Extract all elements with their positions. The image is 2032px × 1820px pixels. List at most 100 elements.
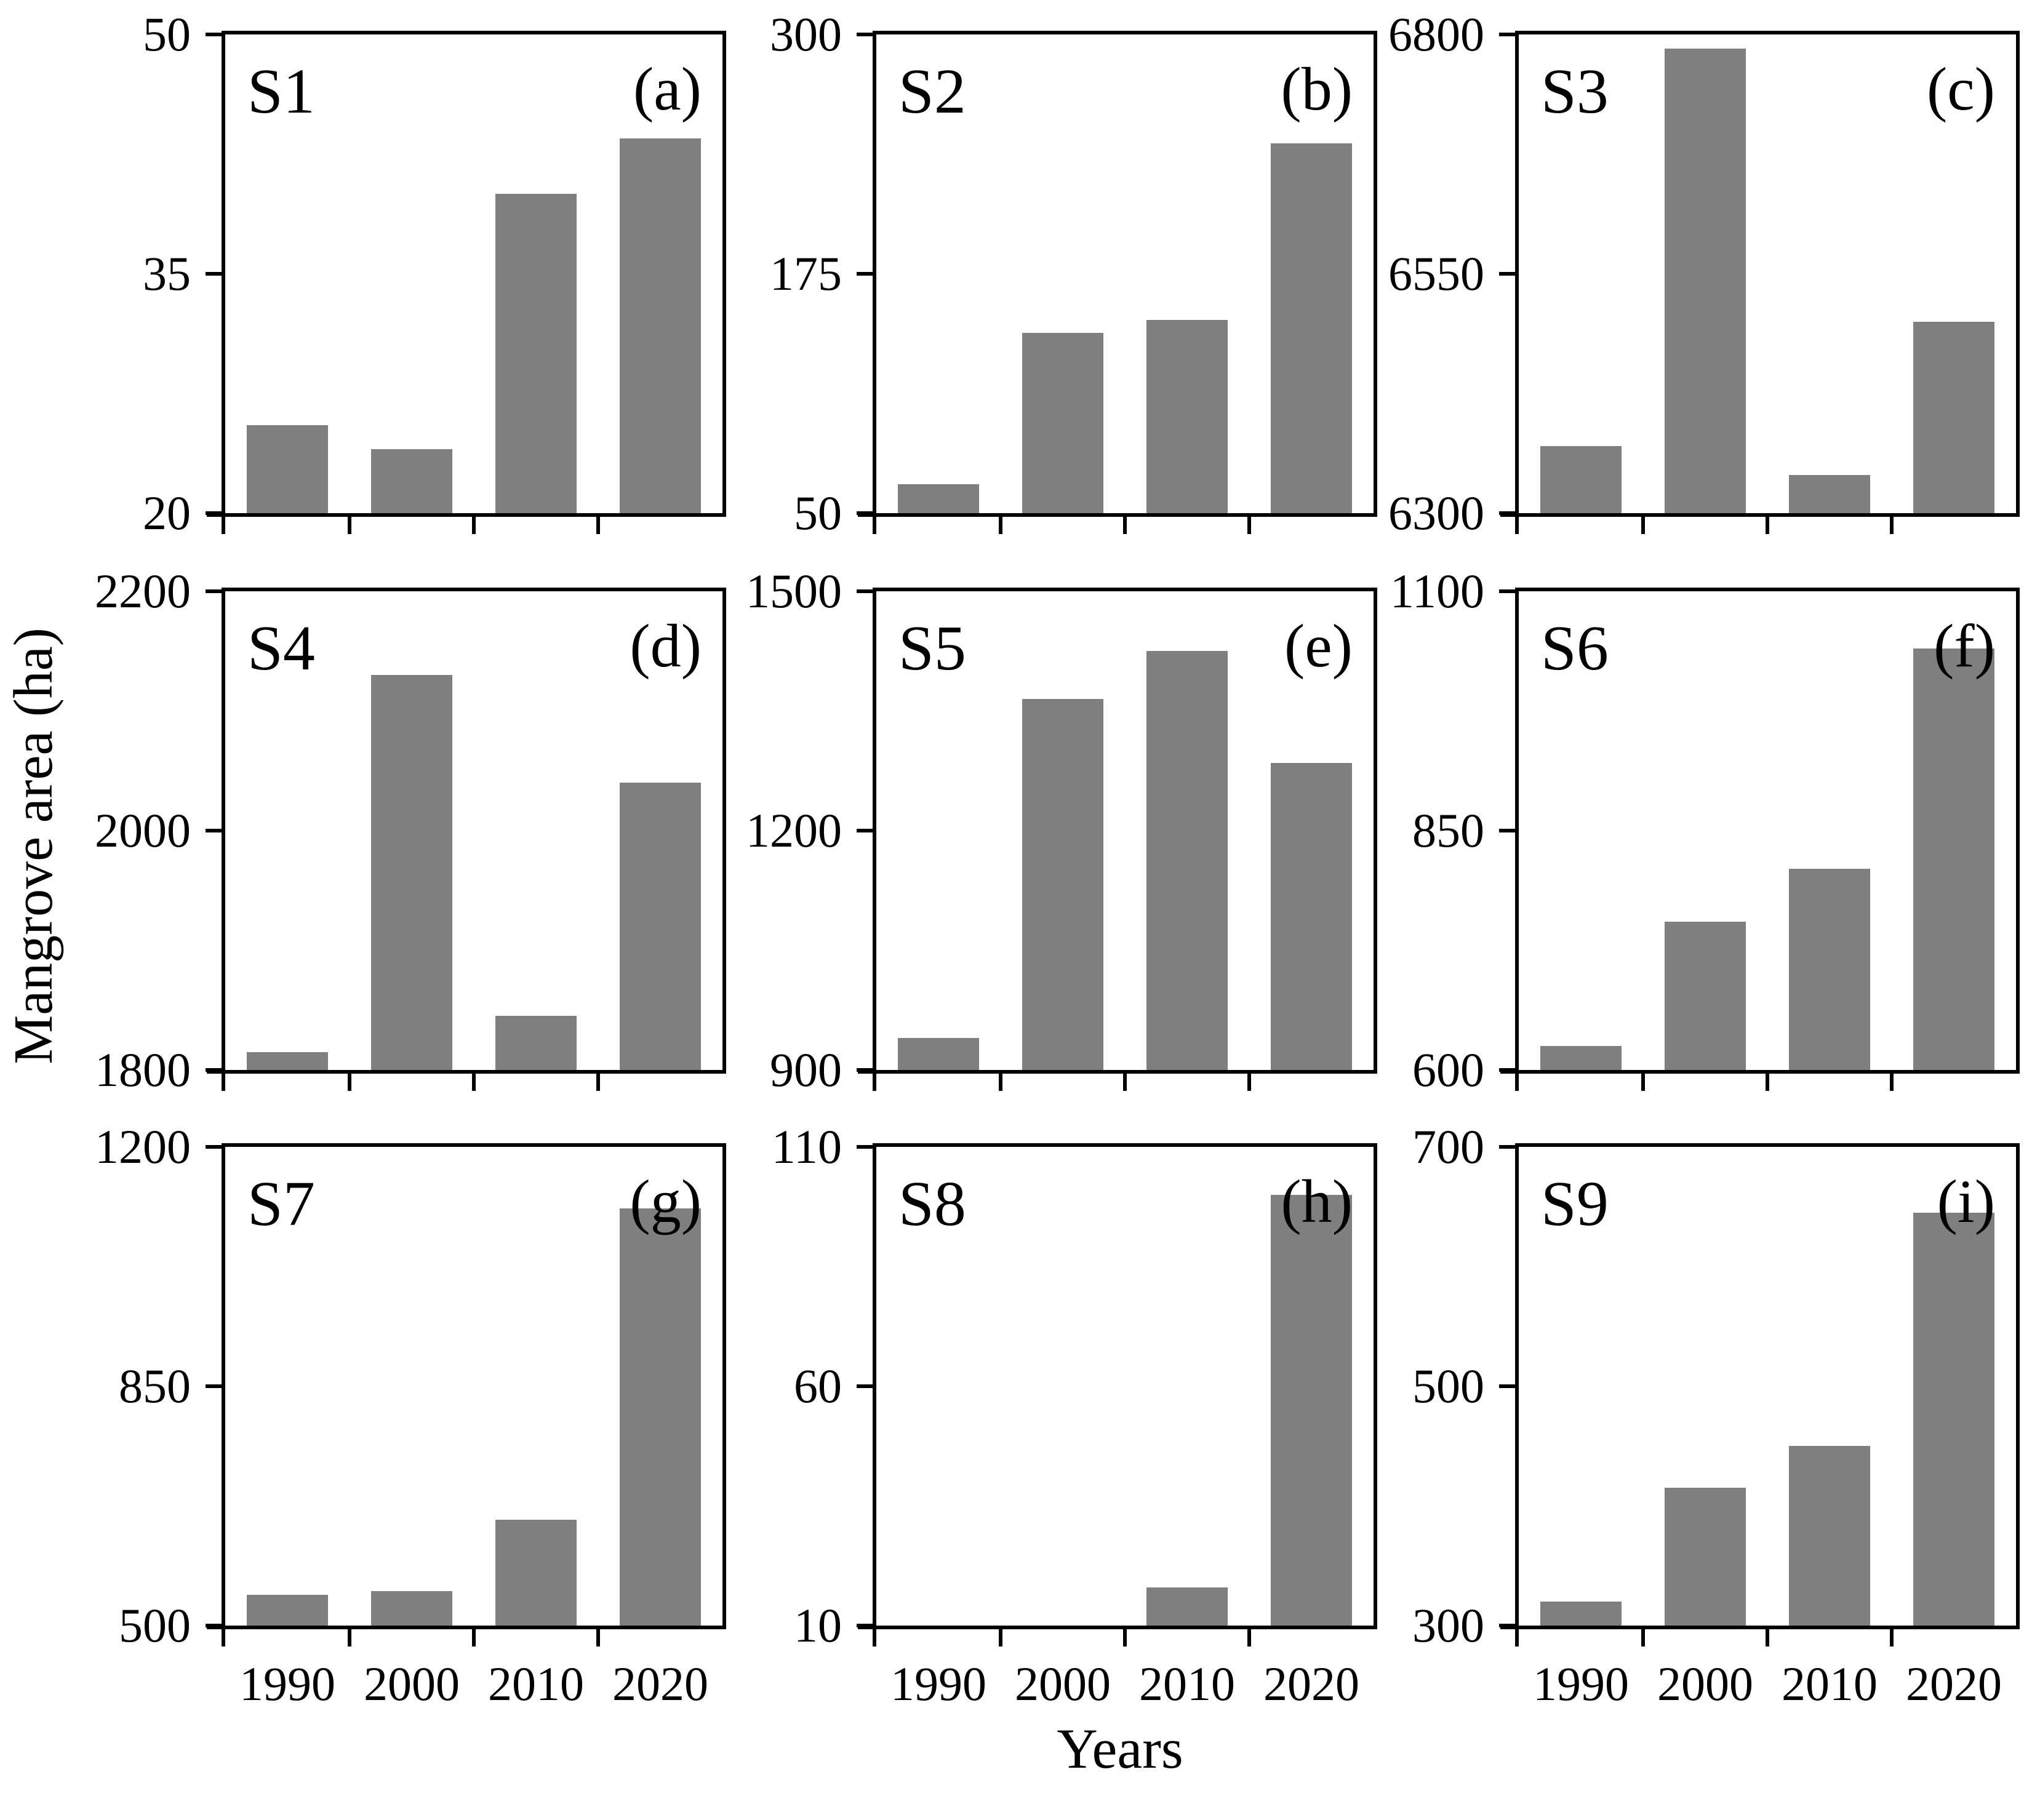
x-tick-mark — [348, 517, 351, 534]
y-tick-label: 1500 — [746, 564, 842, 618]
y-tick-label: 500 — [119, 1598, 191, 1652]
bar-s4-2020 — [620, 783, 701, 1070]
bar-s1-1990 — [247, 425, 328, 513]
bar-s2-2020 — [1271, 143, 1352, 513]
x-tick-mark — [1247, 1629, 1251, 1646]
y-tick-label: 60 — [794, 1359, 842, 1413]
bar-s4-2010 — [495, 1016, 577, 1070]
y-tick-label: 1200 — [746, 804, 842, 857]
site-label-s1: S1 — [247, 56, 315, 127]
site-label-s5: S5 — [898, 613, 966, 684]
site-label-s4: S4 — [247, 613, 315, 684]
axis-corner-overshoot-horizontal — [1500, 513, 1515, 517]
x-tick-mark — [1766, 1074, 1769, 1091]
y-tick-label: 1100 — [1390, 564, 1484, 618]
site-label-s7: S7 — [247, 1168, 315, 1239]
y-tick-label: 20 — [143, 486, 191, 540]
x-tick-label-2020: 2020 — [1906, 1657, 2002, 1710]
panel-letter-c: (c) — [1927, 55, 1995, 123]
y-tick-mark — [206, 33, 222, 36]
axis-corner-overshoot-horizontal — [207, 1626, 222, 1629]
y-tick-mark — [857, 33, 873, 36]
x-tick-label-2010: 2010 — [488, 1657, 584, 1710]
y-tick-label: 6800 — [1388, 7, 1484, 61]
panel-letter-g: (g) — [630, 1167, 702, 1235]
panel-s5: 900 1200 1500 S5 (e) — [746, 564, 1377, 1096]
y-tick-mark — [857, 1384, 873, 1388]
y-tick-mark — [206, 589, 222, 593]
y-tick-mark — [1499, 1384, 1515, 1388]
site-label-s8: S8 — [898, 1168, 966, 1239]
x-tick-label-2010: 2010 — [1782, 1657, 1878, 1710]
bar-s5-2020 — [1271, 763, 1352, 1070]
bar-s6-1990 — [1540, 1046, 1622, 1070]
bar-s7-2020 — [620, 1208, 701, 1626]
axis-corner-overshoot-vertical — [222, 517, 225, 534]
x-tick-mark — [1641, 1629, 1645, 1646]
x-tick-mark — [1123, 1629, 1127, 1646]
site-label-s6: S6 — [1541, 613, 1609, 684]
y-tick-label: 850 — [119, 1359, 191, 1413]
y-tick-mark — [206, 1145, 222, 1149]
bar-s4-2000 — [371, 675, 452, 1070]
axis-corner-overshoot-horizontal — [858, 1626, 873, 1629]
panel-letter-i: (i) — [1937, 1167, 1995, 1235]
bar-s2-2000 — [1022, 333, 1103, 513]
axis-corner-overshoot-vertical — [222, 1629, 225, 1646]
panel-s3: 6300 6550 6800 S3 (c) — [1388, 7, 2020, 540]
y-tick-mark — [206, 272, 222, 276]
bar-s3-2000 — [1665, 49, 1746, 513]
site-label-s3: S3 — [1541, 56, 1609, 127]
panel-s9: 300 500 700 1990 2000 2010 2020 S9 (i) — [1412, 1120, 2020, 1710]
axis-corner-overshoot-horizontal — [858, 1070, 873, 1074]
x-tick-label-2000: 2000 — [364, 1657, 460, 1710]
axis-corner-overshoot-horizontal — [207, 1070, 222, 1074]
y-tick-mark — [857, 829, 873, 832]
bar-s5-2000 — [1022, 699, 1103, 1070]
axis-corner-overshoot-horizontal — [1500, 1070, 1515, 1074]
bar-s3-2020 — [1913, 322, 1994, 513]
site-label-s2: S2 — [898, 56, 966, 127]
x-tick-mark — [596, 517, 600, 534]
panel-letter-b: (b) — [1281, 55, 1353, 123]
y-tick-label: 300 — [1412, 1598, 1484, 1652]
site-label-s9: S9 — [1541, 1168, 1609, 1239]
panel-letter-h: (h) — [1281, 1167, 1353, 1235]
y-tick-label: 50 — [794, 486, 842, 540]
axis-corner-overshoot-vertical — [873, 1074, 876, 1091]
x-tick-mark — [1247, 517, 1251, 534]
x-tick-mark — [472, 1629, 476, 1646]
panel-letter-f: (f) — [1934, 612, 1995, 680]
y-tick-mark — [1499, 33, 1515, 36]
x-tick-mark — [1123, 1074, 1127, 1091]
panel-s6: 600 850 1100 S6 (f) — [1390, 564, 2020, 1096]
y-tick-label: 2200 — [95, 564, 191, 618]
axis-corner-overshoot-vertical — [1515, 1629, 1519, 1646]
panel-letter-d: (d) — [630, 612, 702, 680]
x-tick-label-1990: 1990 — [890, 1657, 986, 1710]
y-tick-label: 850 — [1412, 804, 1484, 857]
x-tick-label-2000: 2000 — [1657, 1657, 1753, 1710]
y-tick-label: 2000 — [95, 804, 191, 857]
bar-s3-1990 — [1540, 446, 1622, 513]
bar-s1-2000 — [371, 449, 452, 513]
y-tick-mark — [1499, 272, 1515, 276]
x-axis-title: Years — [1057, 1717, 1183, 1780]
axis-corner-overshoot-vertical — [1515, 517, 1519, 534]
bar-s7-2010 — [495, 1520, 577, 1626]
x-tick-mark — [999, 1074, 1002, 1091]
x-tick-mark — [348, 1074, 351, 1091]
bar-s4-1990 — [247, 1052, 328, 1070]
panel-letter-a: (a) — [633, 55, 702, 123]
y-tick-mark — [206, 1384, 222, 1388]
y-tick-mark — [857, 272, 873, 276]
x-tick-mark — [596, 1074, 600, 1091]
x-tick-mark — [1766, 517, 1769, 534]
y-tick-mark — [857, 1145, 873, 1149]
panel-s2: 50 175 300 S2 (b) — [770, 7, 1377, 540]
bar-s9-2000 — [1665, 1488, 1746, 1626]
y-tick-label: 600 — [1412, 1043, 1484, 1096]
panel-s7: 500 850 1200 1990 2000 2010 2020 S7 (g) — [95, 1120, 726, 1710]
axis-corner-overshoot-horizontal — [207, 513, 222, 517]
x-tick-mark — [1123, 517, 1127, 534]
